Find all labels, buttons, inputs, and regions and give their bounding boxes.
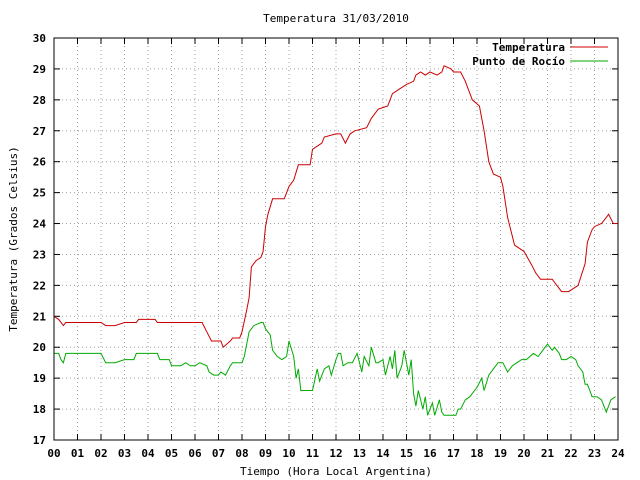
plot-frame bbox=[53, 37, 619, 441]
y-tick-label: 30 bbox=[33, 32, 46, 45]
grid-lines bbox=[54, 38, 618, 440]
y-tick-labels: 17 18 19 20 21 22 23 24 25 26 27 28 29 30 bbox=[33, 32, 47, 447]
x-tick-label: 11 bbox=[306, 447, 320, 460]
x-tick-label: 19 bbox=[494, 447, 507, 460]
x-tick-label: 16 bbox=[423, 447, 437, 460]
x-tick-label: 01 bbox=[71, 447, 85, 460]
x-tick-label: 07 bbox=[212, 447, 225, 460]
x-tick-label: 13 bbox=[353, 447, 366, 460]
y-axis-label: Temperatura (Grados Celsius) bbox=[7, 146, 20, 331]
x-tick-label: 18 bbox=[470, 447, 483, 460]
y-tick-label: 27 bbox=[33, 125, 46, 138]
x-tick-label: 04 bbox=[141, 447, 155, 460]
y-tick-label: 17 bbox=[33, 434, 46, 447]
x-tick-label: 08 bbox=[235, 447, 248, 460]
y-tick-label: 25 bbox=[33, 187, 46, 200]
y-tick-label: 29 bbox=[33, 63, 46, 76]
x-tick-label: 10 bbox=[282, 447, 295, 460]
legend-label: Punto de Rocío bbox=[472, 55, 565, 68]
x-axis-label: Tiempo (Hora Local Argentina) bbox=[240, 465, 432, 478]
y-tick-label: 21 bbox=[33, 310, 47, 323]
y-tick-label: 23 bbox=[33, 248, 46, 261]
chart-title: Temperatura 31/03/2010 bbox=[263, 12, 409, 25]
x-tick-label: 21 bbox=[541, 447, 555, 460]
series-lines bbox=[53, 65, 618, 416]
x-tick-label: 09 bbox=[259, 447, 272, 460]
x-tick-label: 17 bbox=[447, 447, 460, 460]
y-tick-label: 26 bbox=[33, 156, 47, 169]
x-tick-label: 22 bbox=[564, 447, 577, 460]
x-tick-label: 03 bbox=[118, 447, 131, 460]
axis-ticks bbox=[53, 37, 619, 441]
x-tick-label: 00 bbox=[47, 447, 60, 460]
x-tick-label: 23 bbox=[588, 447, 601, 460]
y-tick-label: 18 bbox=[33, 403, 46, 416]
x-tick-label: 20 bbox=[517, 447, 530, 460]
legend-label: Temperatura bbox=[492, 41, 565, 54]
x-tick-labels: 00 01 02 03 04 05 06 07 08 09 10 11 12 13 14 15 16 17 18 19… bbox=[47, 447, 625, 460]
x-tick-label: 02 bbox=[94, 447, 107, 460]
temperature-series-line bbox=[53, 65, 618, 349]
y-tick-label: 20 bbox=[33, 341, 46, 354]
y-tick-label: 24 bbox=[33, 218, 47, 231]
y-tick-label: 28 bbox=[33, 94, 46, 107]
x-tick-label: 15 bbox=[400, 447, 413, 460]
dew-point-series-line bbox=[54, 322, 616, 416]
x-tick-label: 24 bbox=[611, 447, 625, 460]
y-tick-label: 22 bbox=[33, 279, 46, 292]
x-tick-label: 14 bbox=[376, 447, 390, 460]
y-tick-label: 19 bbox=[33, 372, 46, 385]
x-tick-label: 06 bbox=[188, 447, 202, 460]
x-tick-label: 12 bbox=[329, 447, 342, 460]
x-tick-label: 05 bbox=[165, 447, 178, 460]
